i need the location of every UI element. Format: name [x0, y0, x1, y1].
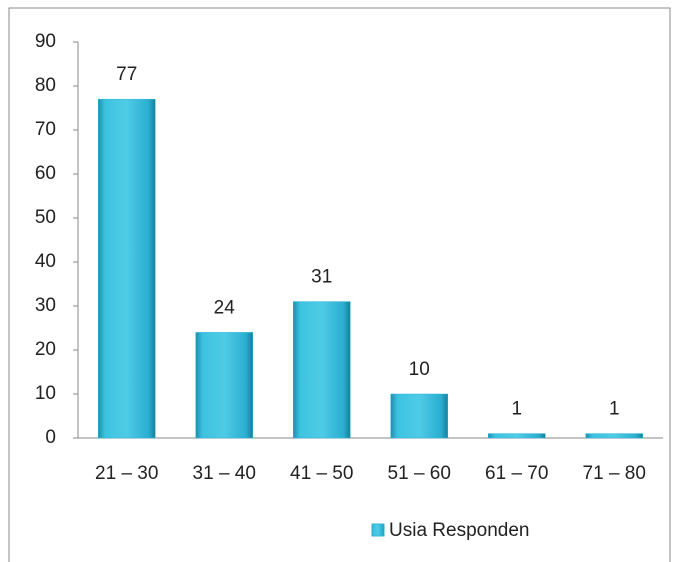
x-tick-label: 41 – 50 — [290, 463, 353, 484]
bar — [390, 393, 448, 439]
bar — [195, 332, 253, 439]
data-label: 24 — [214, 297, 236, 318]
y-tick-label: 70 — [35, 119, 56, 140]
x-tick-label: 71 – 80 — [583, 463, 646, 484]
data-label: 1 — [511, 399, 522, 420]
x-tick-label: 21 – 30 — [95, 463, 158, 484]
bar — [293, 301, 351, 439]
y-tick-label: 60 — [35, 163, 56, 184]
y-tick-label: 40 — [35, 251, 56, 272]
chart-border — [8, 7, 671, 562]
legend-label: Usia Responden — [389, 520, 529, 541]
y-tick-label: 90 — [35, 31, 56, 52]
data-label: 31 — [311, 267, 332, 288]
y-tick-label: 50 — [35, 207, 56, 228]
y-tick-label: 30 — [35, 295, 56, 316]
x-tick-label: 51 – 60 — [388, 463, 451, 484]
legend-marker — [371, 523, 385, 537]
bar — [585, 433, 643, 439]
data-label: 1 — [609, 399, 620, 420]
data-label: 10 — [409, 359, 430, 380]
x-tick-label: 31 – 40 — [193, 463, 256, 484]
data-label: 77 — [116, 64, 137, 85]
y-tick-label: 80 — [35, 75, 56, 96]
y-tick-label: 20 — [35, 339, 56, 360]
x-tick-label: 61 – 70 — [485, 463, 548, 484]
y-tick-label: 10 — [35, 383, 56, 404]
bar — [488, 433, 546, 439]
bar — [98, 98, 156, 439]
y-tick-label: 0 — [45, 427, 56, 448]
